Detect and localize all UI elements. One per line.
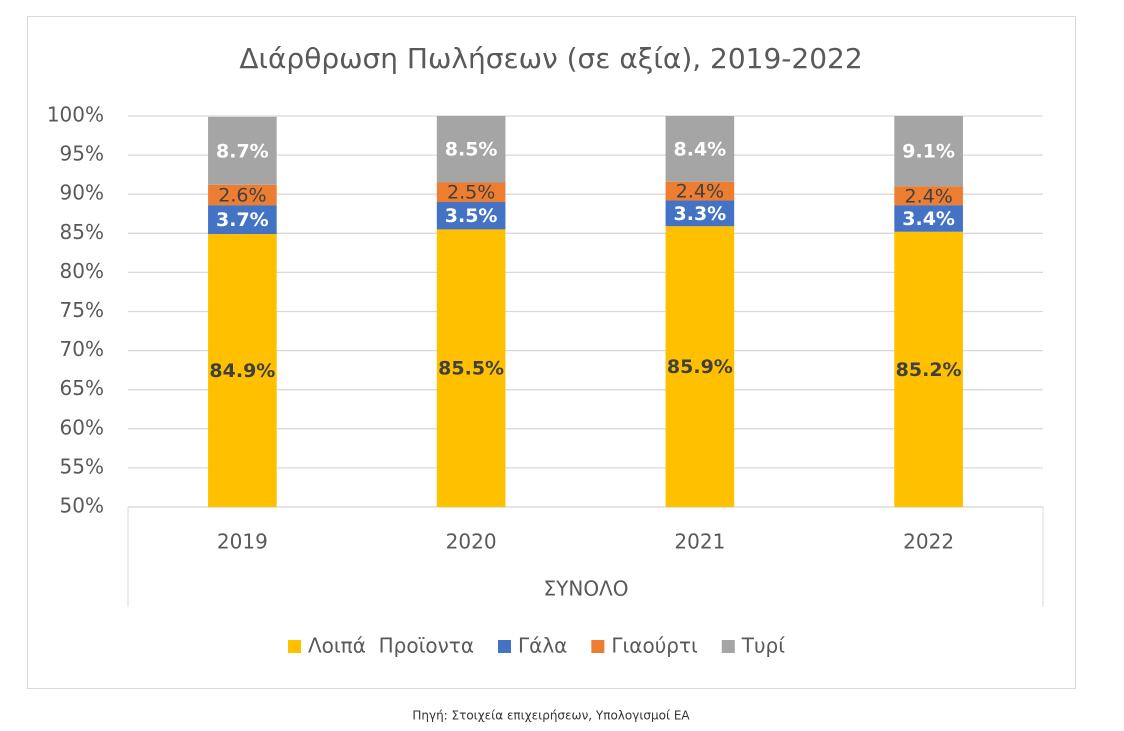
data-label: 8.7% xyxy=(216,140,269,162)
bar-segment xyxy=(894,205,963,232)
y-tick-label: 50% xyxy=(60,494,104,518)
data-label: 3.7% xyxy=(216,209,269,231)
data-label: 8.4% xyxy=(674,138,727,160)
bar-segment xyxy=(894,116,963,187)
legend-label: Γάλα xyxy=(518,634,567,658)
bar-segment xyxy=(665,181,735,201)
data-label: 84.9% xyxy=(209,360,275,382)
data-label: 85.9% xyxy=(667,356,733,378)
data-label: 9.1% xyxy=(902,141,955,163)
legend-swatch xyxy=(721,640,735,653)
y-tick-label: 75% xyxy=(60,298,104,322)
legend-swatch xyxy=(591,640,605,653)
bar-segment xyxy=(665,200,735,227)
chart-title: Διάρθρωση Πωλήσεων (σε αξία), 2019-2022 xyxy=(239,42,862,75)
y-tick-label: 80% xyxy=(60,259,104,283)
data-label: 2.4% xyxy=(676,181,724,203)
data-label: 85.5% xyxy=(438,358,504,380)
bar-segment xyxy=(665,226,735,507)
data-label: 3.5% xyxy=(445,205,498,227)
bar-segment xyxy=(665,116,735,182)
legend-label: Τυρί xyxy=(741,634,785,658)
x-tick-label: 2020 xyxy=(446,530,497,554)
legend-label: Λοιπά Προϊοντα xyxy=(308,634,474,658)
legend-swatch xyxy=(498,640,511,653)
bar-segment xyxy=(894,186,963,206)
x-tick-label: 2019 xyxy=(217,530,268,554)
y-tick-label: 85% xyxy=(60,220,104,244)
bar-segment xyxy=(208,234,277,507)
legend-swatch xyxy=(288,640,301,653)
y-tick-label: 100% xyxy=(47,103,104,127)
bar-segment xyxy=(436,229,506,507)
x-tick-label: 2021 xyxy=(674,530,725,554)
y-tick-label: 90% xyxy=(60,181,104,205)
data-label: 8.5% xyxy=(445,139,498,161)
bar-segment xyxy=(436,116,506,183)
y-tick-label: 70% xyxy=(60,337,104,361)
bar-segment xyxy=(208,184,277,206)
y-tick-label: 60% xyxy=(60,415,104,439)
x-tick-label: 2022 xyxy=(903,530,954,554)
data-label: 3.3% xyxy=(674,203,727,225)
y-tick-label: 65% xyxy=(60,376,104,400)
bar-segment xyxy=(208,205,277,235)
bar-segment xyxy=(208,116,277,185)
bar-segment xyxy=(436,182,506,203)
y-tick-label: 55% xyxy=(60,454,104,478)
data-label: 2.6% xyxy=(218,184,266,206)
data-label: 2.4% xyxy=(904,185,952,207)
bar-segment xyxy=(436,202,506,230)
data-label: 2.5% xyxy=(447,182,495,204)
data-label: 85.2% xyxy=(896,359,962,381)
legend-label: Γιαούρτι xyxy=(611,634,698,658)
bar-segment xyxy=(894,231,963,507)
data-label: 3.4% xyxy=(902,208,955,230)
x-group-label: ΣΥΝΟΛΟ xyxy=(544,577,629,601)
source-note: Πηγή: Στοιχεία επιχειρήσεων, Υπολογισμοί… xyxy=(412,709,690,723)
y-tick-label: 95% xyxy=(60,142,104,166)
